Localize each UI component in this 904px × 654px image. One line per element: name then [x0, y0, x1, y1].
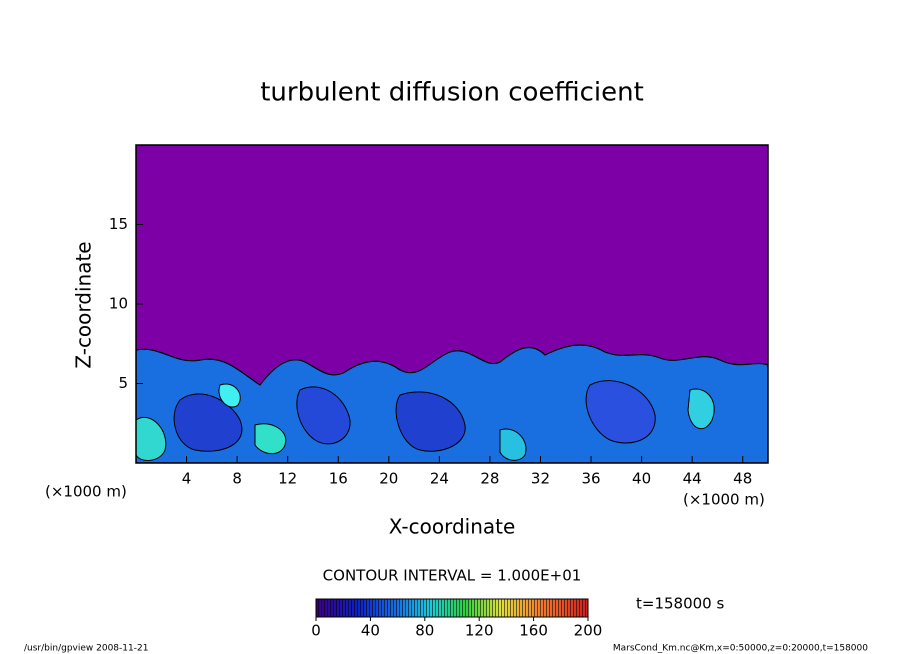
x-tick-label: 16	[329, 470, 348, 488]
colorbar-tick-label: 200	[574, 622, 603, 640]
x-tick-label: 36	[581, 470, 600, 488]
x-axis-label: X-coordinate	[389, 515, 516, 539]
x-unit-label: (×1000 m)	[683, 491, 765, 509]
x-tick-label: 32	[531, 470, 550, 488]
y-tick-label: 15	[109, 215, 128, 233]
contour-interval: CONTOUR INTERVAL = 1.000E+01	[323, 567, 582, 585]
x-tick-label: 28	[480, 470, 499, 488]
time-label: t=158000 s	[636, 595, 724, 613]
x-tick-label: 44	[683, 470, 702, 488]
colorbar-tick-label: 160	[519, 622, 548, 640]
colorbar-tick-label: 80	[415, 622, 434, 640]
colorbar-tick-label: 0	[311, 622, 321, 640]
x-tick-label: 8	[232, 470, 242, 488]
x-unit-label: (×1000 m)	[45, 483, 127, 501]
x-tick-label: 20	[379, 470, 398, 488]
chart-title: turbulent diffusion coefficient	[260, 78, 644, 108]
y-tick-label: 10	[109, 295, 128, 313]
colorbar-tick-label: 40	[361, 622, 380, 640]
footer-left: /usr/bin/gpview 2008-11-21	[24, 644, 148, 654]
footer-right: MarsCond_Km.nc@Km,x=0:50000,z=0:20000,t=…	[613, 644, 868, 654]
contour-field	[136, 145, 768, 463]
x-tick-label: 4	[182, 470, 192, 488]
colorbar-tick-label: 120	[465, 622, 494, 640]
y-axis-label: Z-coordinate	[72, 241, 96, 368]
x-tick-label: 48	[733, 470, 752, 488]
x-tick-label: 40	[632, 470, 651, 488]
x-tick-label: 24	[430, 470, 449, 488]
x-tick-label: 12	[278, 470, 297, 488]
y-tick-label: 5	[118, 374, 128, 392]
colorbar-stripes	[315, 598, 589, 618]
